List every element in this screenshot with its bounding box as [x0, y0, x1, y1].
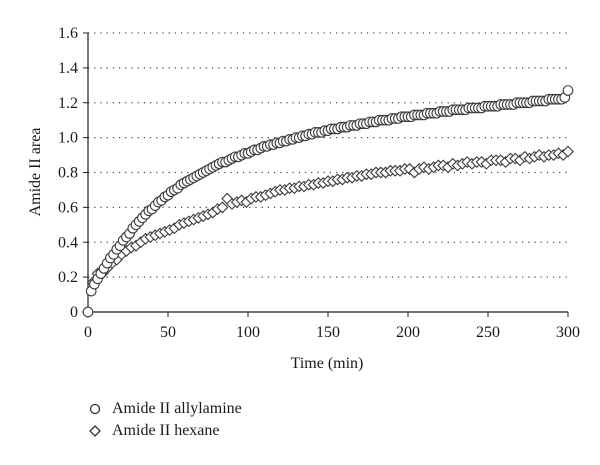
circle-marker-icon: [88, 402, 102, 416]
y-tick-label: 0.8: [58, 165, 78, 182]
x-tick-label: 50: [160, 324, 176, 341]
x-tick-label: 300: [556, 324, 580, 341]
x-tick-label: 150: [316, 324, 340, 341]
y-axis-label: Amide II area: [27, 128, 44, 217]
x-tick-label: 250: [476, 324, 500, 341]
chart: 0 50 100 150 200 250 300 0 0.2 0.4 0.6 0.8 1.0 1.2 1.…: [27, 25, 580, 372]
legend-item-allylamine: Amide II allylamine: [88, 398, 242, 420]
axes: [83, 32, 569, 317]
diamond-marker-icon: [88, 424, 102, 438]
y-tick-label: 0: [70, 304, 78, 321]
series-allylamine: [82, 85, 574, 318]
legend-label: Amide II hexane: [112, 422, 220, 439]
y-tick-label: 0.4: [58, 234, 78, 251]
data-point: [82, 306, 94, 318]
data-point: [562, 85, 574, 96]
series-markers: [82, 85, 574, 318]
y-tick-label: 0.2: [58, 269, 78, 286]
x-tick-label: 200: [396, 324, 420, 341]
x-tick-labels: 0 50 100 150 200 250 300: [84, 324, 580, 341]
legend-item-hexane: Amide II hexane: [88, 420, 242, 442]
y-tick-label: 1.2: [58, 95, 78, 112]
series-hexane: [82, 145, 574, 318]
y-tick-label: 1.4: [58, 60, 78, 77]
y-tick-label: 0.6: [58, 199, 78, 216]
legend: Amide II allylamine Amide II hexane: [88, 398, 242, 442]
y-tick-label: 1.0: [58, 130, 78, 147]
x-axis-label: Time (min): [291, 355, 364, 372]
y-tick-labels: 0 0.2 0.4 0.6 0.8 1.0 1.2 1.4 1.6: [58, 25, 78, 321]
x-tick-label: 0: [84, 324, 92, 341]
data-point: [562, 145, 574, 158]
x-tick-label: 100: [236, 324, 260, 341]
y-tick-label: 1.6: [58, 25, 78, 42]
legend-label: Amide II allylamine: [112, 400, 242, 417]
data-point: [216, 201, 229, 214]
